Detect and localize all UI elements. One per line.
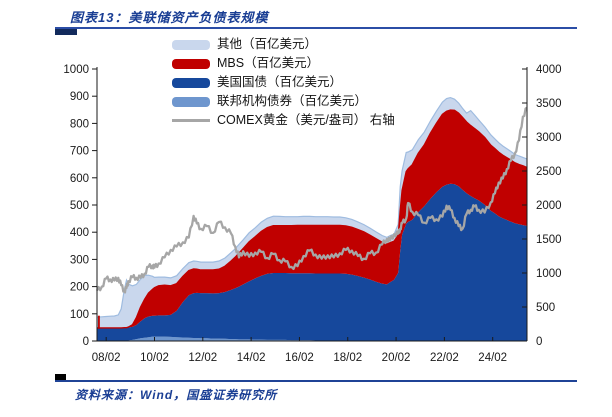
x-axis-tick-label: 16/02 <box>285 352 314 364</box>
left-axis-tick-label: 0 <box>83 336 89 348</box>
left-axis-tick-label: 600 <box>70 173 89 185</box>
x-axis-tick-label: 22/02 <box>430 352 459 364</box>
right-axis-tick-label: 3500 <box>536 98 562 110</box>
right-axis-tick-label: 4000 <box>536 64 562 76</box>
title-divider <box>55 27 577 35</box>
divider-accent-block <box>55 29 77 35</box>
x-axis-tick-label: 24/02 <box>478 352 507 364</box>
legend-label: 联邦机构债券（百亿美元） <box>217 94 368 108</box>
legend-swatch-other <box>172 39 210 50</box>
legend-label: 其他（百亿美元） <box>217 37 318 51</box>
left-axis-tick-label: 100 <box>70 309 89 321</box>
footer-divider <box>55 374 577 383</box>
area-agency <box>97 336 527 341</box>
left-axis-tick-label: 900 <box>70 91 89 103</box>
left-axis-tick-label: 800 <box>70 118 89 130</box>
legend-item-treasury: 美国国债（百亿美元） <box>172 73 395 92</box>
legend-swatch-treasury <box>172 77 210 88</box>
area-mbs <box>97 110 527 328</box>
right-axis-tick-label: 3000 <box>536 132 562 144</box>
legend-label: MBS（百亿美元） <box>217 56 320 70</box>
right-axis-tick-label: 2500 <box>536 166 562 178</box>
x-axis-tick-label: 20/02 <box>382 352 411 364</box>
left-axis-tick-label: 700 <box>70 146 89 158</box>
left-axis-tick-label: 300 <box>70 254 89 266</box>
other-top-edge <box>96 96 528 318</box>
right-axis-tick-label: 500 <box>536 302 555 314</box>
legend-item-gold: COMEX黄金（美元/盎司） 右轴 <box>172 111 395 130</box>
x-axis-tick-label: 12/02 <box>188 352 217 364</box>
legend-label: COMEX黄金（美元/盎司） 右轴 <box>217 113 395 127</box>
mbs-top-edge <box>97 109 528 329</box>
right-axis-tick-label: 1000 <box>536 268 562 280</box>
chart-legend: 其他（百亿美元） MBS（百亿美元） 美国国债（百亿美元） 联邦机构债券（百亿美元） C… <box>172 35 395 130</box>
area-treasury <box>97 183 527 341</box>
x-axis-tick-label: 14/02 <box>237 352 266 364</box>
figure-title: 图表13：美联储资产负债表规模 <box>70 10 269 25</box>
legend-swatch-mbs <box>172 58 210 69</box>
legend-swatch-agency <box>172 96 210 107</box>
left-axis-tick-label: 500 <box>70 200 89 212</box>
legend-swatch-gold <box>172 119 210 122</box>
legend-item-other: 其他（百亿美元） <box>172 35 395 54</box>
gold-price-line <box>95 106 528 294</box>
right-axis-tick-label: 0 <box>536 336 542 348</box>
footer-accent-square <box>55 374 66 380</box>
x-axis-tick-label: 18/02 <box>333 352 362 364</box>
legend-label: 美国国债（百亿美元） <box>217 75 343 89</box>
right-axis-tick-label: 1500 <box>536 234 562 246</box>
data-source: 资料来源：Wind，国盛证券研究所 <box>75 388 278 402</box>
x-axis-tick-label: 08/02 <box>92 352 121 364</box>
area-other <box>97 97 527 328</box>
legend-item-mbs: MBS（百亿美元） <box>172 54 395 73</box>
left-axis-tick-label: 400 <box>70 227 89 239</box>
left-axis-tick-label: 200 <box>70 282 89 294</box>
legend-item-agency: 联邦机构债券（百亿美元） <box>172 92 395 111</box>
left-axis-tick-label: 1000 <box>63 64 89 76</box>
x-axis-tick-label: 10/02 <box>140 352 169 364</box>
right-axis-tick-label: 2000 <box>536 200 562 212</box>
